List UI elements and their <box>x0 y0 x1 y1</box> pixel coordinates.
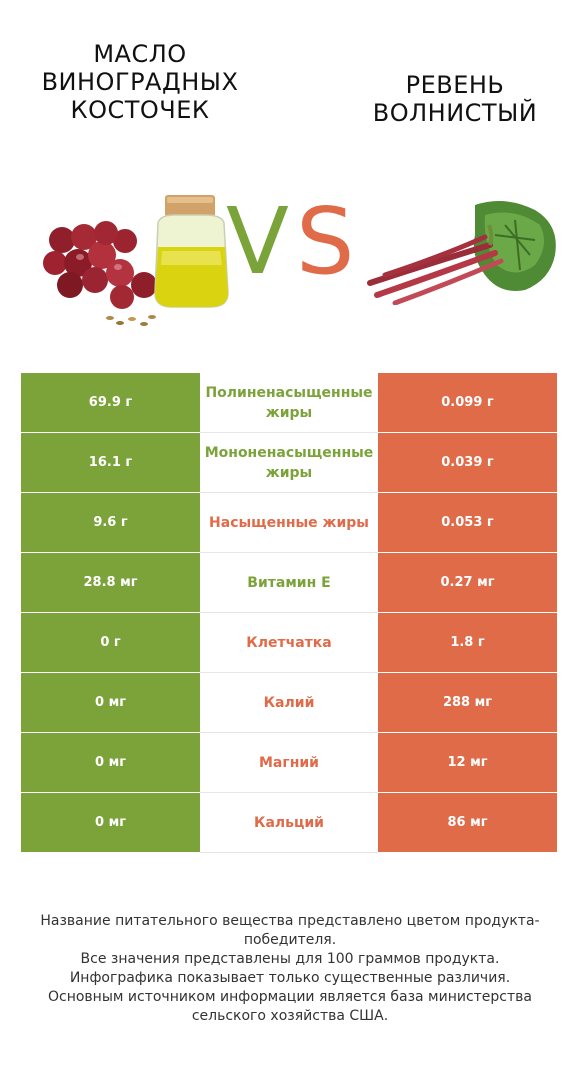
comparison-table: 69.9 г Полиненасыщенные жиры 0.099 г 16.1 г… <box>21 373 557 853</box>
left-product-title: Масло виноградных косточек <box>41 40 239 125</box>
footer-notes: Название питательного вещества представл… <box>20 912 560 1026</box>
nutrient-name: Кальций <box>200 792 378 853</box>
right-value: 288 мг <box>378 672 557 733</box>
left-value: 9.6 г <box>21 492 200 553</box>
left-value: 0 мг <box>21 672 200 733</box>
nutrient-name: Мононенасыщенные жиры <box>200 432 378 493</box>
comparison-row: 0 мг Магний 12 мг <box>21 732 557 793</box>
nutrient-name: Витамин E <box>200 552 378 613</box>
right-value: 12 мг <box>378 732 557 793</box>
left-value: 69.9 г <box>21 373 200 433</box>
right-value: 0.27 мг <box>378 552 557 613</box>
comparison-row: 9.6 г Насыщенные жиры 0.053 г <box>21 492 557 553</box>
comparison-row: 0 г Клетчатка 1.8 г <box>21 612 557 673</box>
left-value: 28.8 мг <box>21 552 200 613</box>
right-value: 1.8 г <box>378 612 557 673</box>
footer-line: Инфографика показывает только существенн… <box>69 970 511 986</box>
right-value: 86 мг <box>378 792 557 853</box>
nutrient-name: Насыщенные жиры <box>200 492 378 553</box>
vs-letter-s: S <box>296 188 355 295</box>
rhubarb-illustration <box>367 201 556 305</box>
right-value: 0.053 г <box>378 492 557 553</box>
comparison-row: 69.9 г Полиненасыщенные жиры 0.099 г <box>21 373 557 433</box>
nutrient-name: Клетчатка <box>200 612 378 673</box>
footer-line: Основным источником информации является … <box>48 989 532 1024</box>
comparison-row: 16.1 г Мононенасыщенные жиры 0.039 г <box>21 432 557 493</box>
comparison-row: 0 мг Калий 288 мг <box>21 672 557 733</box>
nutrient-name: Полиненасыщенные жиры <box>200 373 378 433</box>
footer-line: Все значения представлены для 100 граммо… <box>80 951 500 967</box>
right-product-title: Ревень волнистый <box>372 71 538 128</box>
vs-letter-v: V <box>226 188 289 295</box>
left-value: 0 г <box>21 612 200 673</box>
left-value: 0 мг <box>21 732 200 793</box>
footer-line: Название питательного вещества представл… <box>40 913 540 948</box>
grape-seed-oil-illustration <box>43 195 229 326</box>
left-value: 16.1 г <box>21 432 200 493</box>
right-value: 0.039 г <box>378 432 557 493</box>
comparison-row: 0 мг Кальций 86 мг <box>21 792 557 853</box>
nutrient-name: Калий <box>200 672 378 733</box>
right-value: 0.099 г <box>378 373 557 433</box>
comparison-row: 28.8 мг Витамин E 0.27 мг <box>21 552 557 613</box>
nutrient-name: Магний <box>200 732 378 793</box>
left-value: 0 мг <box>21 792 200 853</box>
